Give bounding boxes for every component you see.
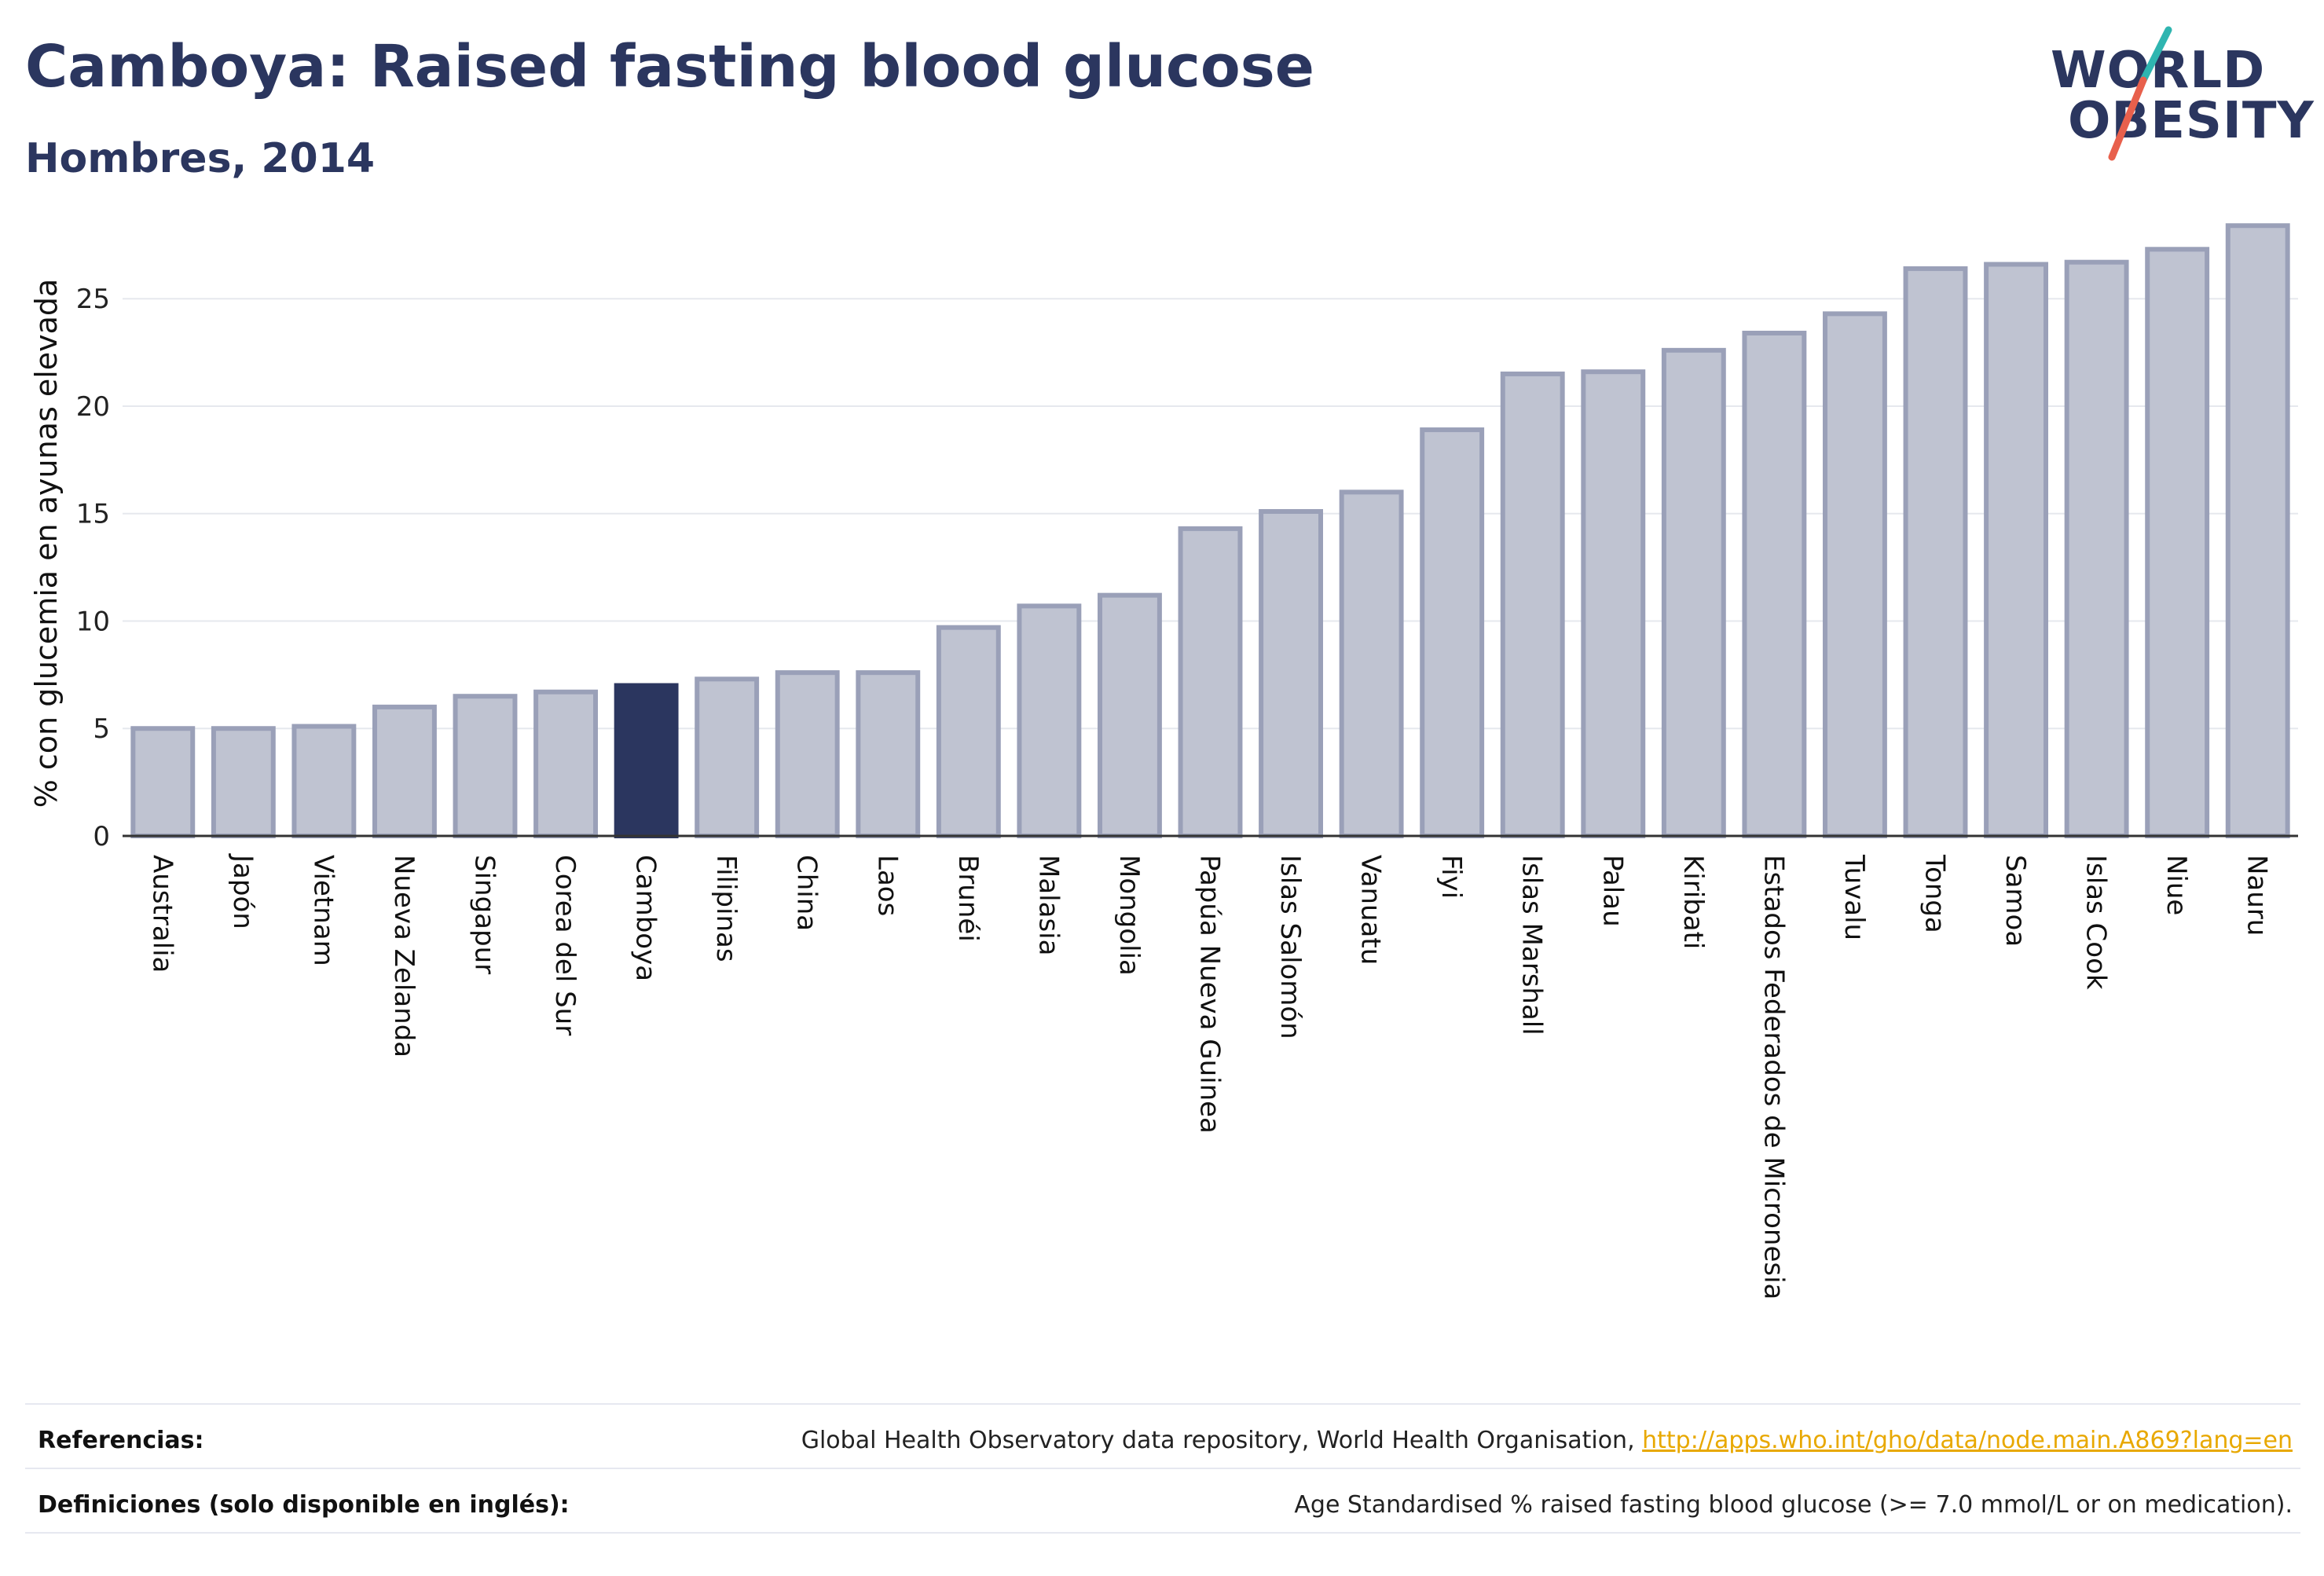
x-tick-label: Samoa — [2000, 855, 2031, 947]
bar — [1259, 508, 1324, 839]
x-tick-label: Islas Salomón — [1274, 855, 1306, 1039]
bar — [130, 726, 196, 838]
world-obesity-logo: WORLD OBESITY — [2051, 24, 2314, 165]
chart-title: Camboya: Raised fasting blood glucose — [25, 33, 1314, 101]
y-tick-label: 10 — [76, 606, 110, 637]
bar — [936, 625, 1001, 838]
references-text: Global Health Observatory data repositor… — [801, 1427, 1643, 1454]
bar — [614, 683, 679, 838]
x-tick-label: Tuvalu — [1838, 854, 1870, 940]
x-tick-label: Niue — [2161, 855, 2192, 915]
x-tick-label: Islas Marshall — [1516, 855, 1548, 1035]
y-tick-label: 15 — [76, 499, 110, 530]
references-value: Global Health Observatory data repositor… — [801, 1427, 2293, 1454]
x-tick-label: Brunéi — [952, 855, 984, 942]
x-tick-label: Laos — [871, 855, 903, 916]
x-tick-label: China — [791, 855, 823, 931]
bar — [1661, 347, 1726, 838]
x-tick-label: Vietnam — [307, 855, 339, 966]
y-tick-label: 25 — [76, 284, 110, 315]
bar — [856, 670, 921, 838]
x-tick-label: Islas Cook — [2080, 855, 2112, 990]
bar — [372, 704, 437, 838]
bar — [1581, 369, 1646, 838]
bar — [1017, 603, 1082, 838]
x-tick-label: Vanuatu — [1355, 855, 1387, 965]
bar — [2064, 259, 2129, 838]
x-tick-label: Nueva Zelanda — [388, 855, 420, 1057]
x-tick-label: Singapur — [469, 855, 500, 974]
references-label: Referencias: — [38, 1427, 204, 1454]
bar — [533, 689, 599, 839]
footer-divider-middle — [25, 1468, 2300, 1469]
x-tick-label: Malasia — [1032, 855, 1064, 955]
bar — [1420, 427, 1485, 838]
footer-divider-bottom — [25, 1532, 2300, 1534]
bar — [1742, 330, 1807, 838]
x-tick-label: Fiyi — [1435, 855, 1467, 899]
bar — [775, 670, 840, 838]
bar — [2225, 223, 2290, 838]
definitions-label: Definiciones (solo disponible en inglés)… — [38, 1491, 570, 1519]
definitions-value: Age Standardised % raised fasting blood … — [1294, 1491, 2293, 1519]
chart-subtitle: Hombres, 2014 — [25, 135, 376, 182]
bar — [695, 676, 760, 838]
x-tick-label: Japón — [227, 853, 258, 929]
bar — [291, 724, 357, 839]
x-tick-label: Nauru — [2242, 855, 2273, 936]
x-tick-label: Mongolia — [1113, 855, 1145, 976]
bar — [1984, 262, 2049, 838]
y-tick-label: 20 — [76, 391, 110, 423]
bar — [1500, 371, 1565, 839]
bar — [2145, 247, 2210, 839]
y-tick-label: 0 — [93, 821, 110, 852]
logo-slash-icon — [2108, 26, 2172, 161]
bar — [453, 694, 518, 838]
references-link[interactable]: http://apps.who.int/gho/data/node.main.A… — [1642, 1427, 2293, 1454]
x-tick-label: Corea del Sur — [549, 855, 581, 1035]
bar — [1822, 311, 1887, 838]
bar — [211, 726, 276, 838]
y-axis-title: % con glucemia en ayunas elevada — [29, 279, 64, 808]
x-tick-label: Kiribati — [1677, 855, 1709, 949]
x-tick-label: Estados Federados de Micronesia — [1758, 855, 1789, 1299]
bar — [1178, 526, 1243, 839]
y-tick-label: 5 — [93, 713, 110, 745]
x-tick-label: Camboya — [630, 855, 662, 981]
logo-line-2: OBESITY — [2068, 92, 2315, 150]
x-tick-label: Filipinas — [710, 855, 742, 962]
x-tick-label: Palau — [1596, 855, 1628, 927]
bar — [1339, 489, 1404, 838]
x-tick-label: Australia — [146, 855, 178, 973]
bar — [1097, 592, 1162, 838]
x-tick-label: Tonga — [1919, 854, 1951, 933]
bar-chart: 0 5 10 15 20 25 Australia Japón Vietnam Nueva Zel… — [29, 223, 2298, 1299]
x-tick-label: Papúa Nueva Guinea — [1194, 855, 1226, 1134]
footer-divider-top — [25, 1403, 2300, 1405]
bar — [1903, 266, 1968, 838]
